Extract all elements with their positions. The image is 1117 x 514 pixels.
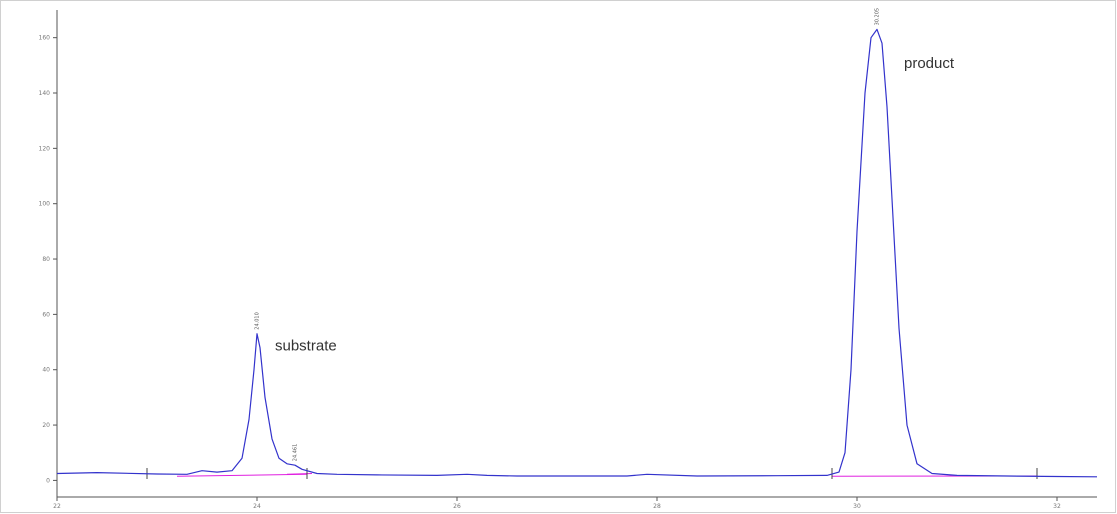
y-tick-label: 0 <box>46 477 50 484</box>
y-tick-label: 160 <box>39 35 51 42</box>
axes: 0 20 40 60 80 100 120 140 160 22 24 26 28 30 32 <box>39 10 1097 510</box>
y-tick-label: 60 <box>42 311 50 318</box>
trace-layer <box>56 28 1098 478</box>
y-tick-label: 120 <box>39 145 51 152</box>
y-tick-label: 20 <box>42 422 50 429</box>
integration-baseline <box>176 473 308 477</box>
y-tick-label: 40 <box>42 367 50 374</box>
y-tick-label: 100 <box>39 201 51 208</box>
integration-baseline <box>286 472 313 475</box>
y-tick-label: 140 <box>39 90 51 97</box>
peak-rt-label: 24.461 <box>292 444 298 462</box>
x-tick-label: 24 <box>253 503 261 510</box>
y-tick-label: 80 <box>42 256 50 263</box>
x-tick-label: 28 <box>653 503 661 510</box>
peak-annotation: product <box>904 55 955 72</box>
peak-rt-label: 30.205 <box>874 8 880 26</box>
x-tick-label: 22 <box>53 503 61 510</box>
peak-rt-label: 24.010 <box>255 312 261 330</box>
x-tick-label: 32 <box>1053 503 1061 510</box>
chromatogram-trace <box>56 28 1098 478</box>
x-tick-label: 26 <box>453 503 461 510</box>
labels: 24.010 24.461 30.205 substrate product <box>255 8 955 461</box>
peak-annotation: substrate <box>275 337 337 354</box>
x-tick-label: 30 <box>853 503 861 510</box>
